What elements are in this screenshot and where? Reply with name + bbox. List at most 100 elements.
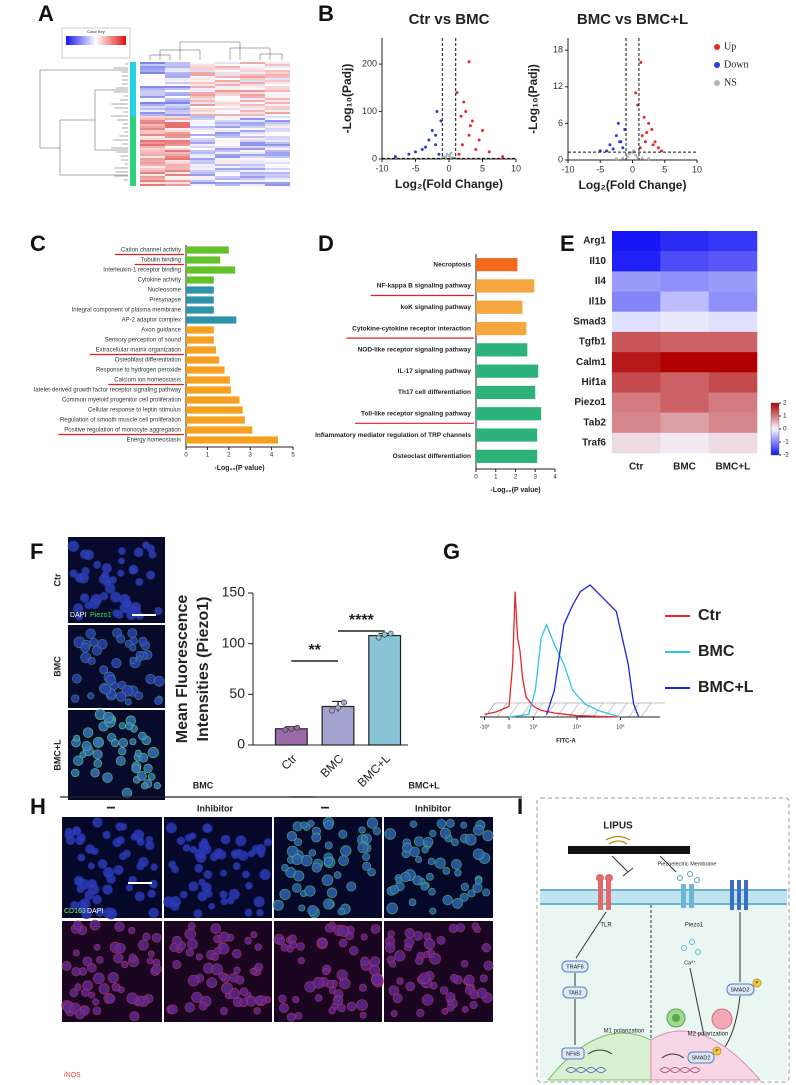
x-tick-label: 3: [534, 475, 538, 481]
cell: [244, 936, 252, 945]
point: [434, 143, 438, 147]
cell: [184, 1002, 195, 1013]
heatmap-cell: [265, 112, 290, 114]
heatmap-cell: [265, 160, 290, 162]
cell: [138, 731, 147, 741]
x-axis-label: Log₂(Fold Change): [395, 177, 503, 191]
bar: [476, 279, 535, 293]
bar: [186, 326, 214, 334]
heatmap-cell: [215, 108, 240, 110]
image-row-label: BMC+L: [52, 739, 62, 771]
heatmap-cell: [190, 168, 215, 170]
cell: [87, 692, 95, 700]
point: [643, 140, 647, 144]
heatmap-cell: [140, 122, 165, 124]
row-label: Hif1a: [582, 377, 607, 388]
cell: [89, 919, 101, 931]
data-point: [341, 699, 347, 706]
heatmap-cell: [265, 138, 290, 140]
cell: [102, 830, 111, 840]
x-tick-label: Ctr: [278, 751, 299, 772]
cell: [338, 855, 349, 866]
heatmap-cell: [265, 76, 290, 78]
cell: [387, 930, 395, 938]
cell: [150, 863, 158, 871]
cell: [117, 569, 125, 577]
tlr-receptor: [596, 874, 613, 910]
heatmap-cell: [265, 158, 290, 160]
heatmap-cell: [165, 144, 190, 146]
bar: [186, 246, 229, 254]
heatmap-cell: [140, 80, 165, 82]
heatmap-cell: [240, 148, 265, 150]
cell: [356, 999, 368, 1011]
cell: [81, 741, 92, 752]
point: [435, 110, 439, 114]
category-label: Integral component of plasma membrane: [72, 308, 182, 314]
heatmap-cell: [240, 120, 265, 122]
data-point: [387, 630, 394, 637]
cell: [358, 983, 368, 992]
point: [470, 119, 474, 123]
panel-label: D: [318, 231, 334, 256]
heatmap-cell: [265, 78, 290, 80]
cell: [413, 836, 425, 847]
heatmap-cell: [215, 120, 240, 122]
category-label: Positive regulation of monocyte aggregat…: [64, 428, 181, 434]
heatmap-cell: [140, 146, 165, 148]
heatmap-cell: [240, 90, 265, 92]
cell: [73, 603, 84, 614]
hatch: [616, 702, 628, 718]
micrograph: [272, 816, 382, 919]
cell: [235, 835, 247, 847]
heatmap-cell: [240, 136, 265, 138]
cell: [297, 957, 305, 965]
category-label: Sensory perception of sound: [105, 338, 181, 344]
cell: [136, 770, 147, 781]
heatmap-cell: [190, 108, 215, 110]
heatmap-cell: [165, 72, 190, 74]
category-label: IL-17 signaling pathway: [398, 368, 472, 375]
bar: [476, 449, 538, 463]
cell: [146, 570, 156, 580]
heatmap-cell: [612, 432, 661, 454]
bar: [476, 321, 527, 336]
cell: [279, 888, 291, 900]
cell: [220, 897, 228, 906]
heatmap-cell: [190, 150, 215, 152]
cell: [429, 829, 437, 838]
cell: [326, 887, 338, 898]
cell: [479, 974, 488, 983]
micrograph: [62, 817, 162, 920]
heatmap-cell: [240, 162, 265, 164]
category-label: Regulation of smooth muscle cell prolife…: [60, 418, 181, 424]
cell: [193, 909, 203, 919]
cell: [71, 967, 81, 977]
cell: [472, 882, 483, 893]
cell: [118, 722, 127, 730]
heatmap-cell: [265, 90, 290, 92]
micrograph: [68, 625, 165, 708]
category-label: Cytokine-cytokine receptor interaction: [352, 325, 471, 332]
cell: [119, 822, 128, 831]
cluster-bar: [130, 116, 136, 186]
heatmap-cell: [265, 96, 290, 98]
y-tick-label: 0: [372, 153, 377, 163]
cell: [311, 832, 322, 843]
heatmap-cell: [165, 110, 190, 112]
bar: [186, 436, 279, 444]
phosphate-label: P: [715, 1048, 718, 1053]
cell: [445, 818, 455, 828]
x-tick-label: 4: [553, 475, 557, 481]
heatmap-cell: [165, 82, 190, 84]
heatmap-cell: [215, 166, 240, 168]
cell: [281, 863, 289, 872]
heatmap-cell: [240, 80, 265, 82]
heatmap-cell: [165, 86, 190, 88]
cell: [277, 937, 286, 946]
category-label: Common myeloid progenitor cell prolifera…: [62, 398, 181, 404]
cell: [400, 871, 411, 883]
cell: [165, 822, 178, 834]
cell: [118, 738, 129, 748]
cell: [427, 857, 436, 866]
